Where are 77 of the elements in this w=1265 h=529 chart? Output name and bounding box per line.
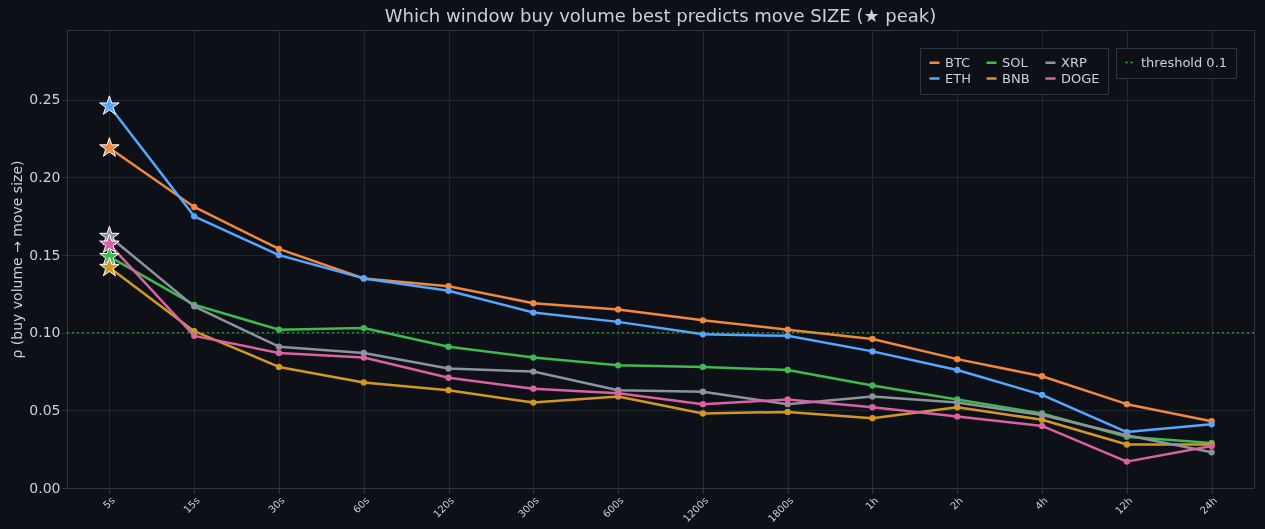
legend-label: BNB bbox=[1002, 70, 1030, 86]
point bbox=[614, 306, 622, 313]
point bbox=[530, 354, 537, 361]
point bbox=[275, 326, 283, 333]
x-tick-label: 2h bbox=[948, 494, 965, 512]
x-tick-label: 24h bbox=[1197, 494, 1220, 517]
point bbox=[445, 343, 452, 350]
point bbox=[275, 343, 283, 350]
x-tick-label: 60s bbox=[350, 494, 372, 516]
y-tick-label: 0.15 bbox=[29, 246, 61, 263]
y-axis-title: ρ (buy volume → move size) bbox=[9, 160, 26, 359]
point bbox=[530, 385, 537, 392]
y-tick-label: 0.05 bbox=[29, 401, 61, 418]
point bbox=[360, 324, 367, 332]
point bbox=[191, 213, 198, 220]
x-tick-label: 12h bbox=[1113, 494, 1135, 517]
point bbox=[869, 348, 876, 355]
y-tick-label: 0.00 bbox=[29, 479, 61, 496]
point bbox=[614, 318, 622, 326]
point bbox=[445, 287, 452, 294]
point bbox=[1123, 441, 1130, 448]
point bbox=[869, 404, 876, 411]
y-tick-label: 0.25 bbox=[29, 91, 61, 108]
point bbox=[869, 335, 876, 343]
point bbox=[954, 413, 961, 420]
point bbox=[275, 363, 283, 371]
point bbox=[699, 410, 707, 417]
point bbox=[275, 349, 283, 357]
legend-label: DOGE bbox=[1061, 70, 1100, 86]
y-tick-label: 0.10 bbox=[29, 324, 61, 341]
point bbox=[191, 203, 198, 211]
point bbox=[1123, 401, 1130, 408]
point bbox=[191, 332, 198, 340]
point bbox=[1208, 449, 1215, 456]
point bbox=[445, 387, 452, 394]
legend-label: BTC bbox=[945, 54, 971, 70]
point bbox=[784, 332, 791, 340]
point bbox=[360, 379, 367, 386]
point bbox=[275, 251, 283, 259]
chart-title: Which window buy volume best predicts move SIZE (★ peak) bbox=[384, 5, 937, 26]
point bbox=[699, 317, 707, 324]
point bbox=[445, 365, 452, 372]
point bbox=[1123, 458, 1130, 465]
point bbox=[869, 393, 876, 400]
point bbox=[699, 363, 707, 371]
point bbox=[784, 408, 791, 416]
point bbox=[784, 396, 791, 403]
point bbox=[954, 366, 961, 374]
legend-label: threshold 0.1 bbox=[1141, 54, 1228, 70]
point bbox=[1038, 373, 1046, 380]
point bbox=[530, 399, 537, 406]
point bbox=[614, 362, 622, 369]
legend-label: SOL bbox=[1002, 54, 1029, 70]
point bbox=[869, 414, 876, 422]
point bbox=[275, 245, 283, 253]
x-tick-label: 30s bbox=[266, 494, 287, 516]
y-tick-label: 0.20 bbox=[29, 168, 61, 185]
point bbox=[530, 309, 537, 316]
point bbox=[784, 366, 791, 374]
point bbox=[699, 388, 707, 395]
point bbox=[360, 354, 367, 361]
legend-label: ETH bbox=[945, 70, 971, 86]
point bbox=[530, 300, 537, 307]
point bbox=[1038, 422, 1046, 430]
x-tick-label: 4h bbox=[1032, 494, 1050, 512]
point bbox=[530, 368, 537, 375]
point bbox=[869, 382, 876, 389]
point bbox=[699, 401, 707, 408]
x-tick-label: 15s bbox=[181, 494, 202, 516]
point bbox=[954, 355, 961, 363]
x-tick-label: 5s bbox=[101, 494, 117, 511]
point bbox=[445, 374, 452, 381]
point bbox=[1038, 391, 1046, 398]
point bbox=[699, 331, 707, 338]
x-tick-label: 1h bbox=[863, 494, 881, 512]
point bbox=[784, 326, 791, 333]
legend-label: XRP bbox=[1061, 54, 1087, 70]
